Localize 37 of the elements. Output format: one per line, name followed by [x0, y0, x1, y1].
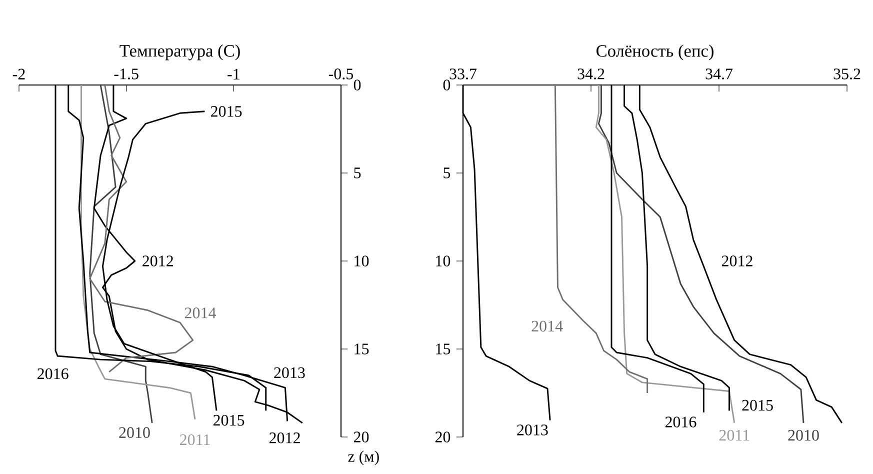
series-label: 2016 — [38, 368, 68, 380]
y-tick-label: 15 — [354, 344, 369, 354]
y-tick-label: 5 — [444, 168, 450, 178]
y-tick-label: 0 — [354, 80, 361, 90]
x-tick-label: 35.2 — [834, 68, 860, 80]
series-label: 2011 — [180, 434, 210, 446]
series-label: 2012 — [722, 256, 752, 266]
series-label: 2015 — [213, 414, 244, 426]
x-tick-label: 34.2 — [578, 68, 604, 80]
series-label: 2013 — [517, 424, 548, 436]
series-label: 2015 — [742, 400, 773, 411]
x-tick-label: -2 — [12, 68, 25, 80]
series-label: 2014 — [184, 308, 216, 318]
y-tick-label: 5 — [354, 168, 361, 178]
series-label: 2012 — [142, 256, 173, 266]
y-axis-title: z (м) — [348, 450, 379, 466]
series-label: 2016 — [665, 416, 696, 428]
text: 2015 — [211, 106, 242, 117]
series-label: 2010 — [788, 430, 819, 441]
x-tick-label: -0.5 — [328, 68, 354, 80]
x-tick-label: -1 — [228, 68, 240, 80]
x-tick-label: -1.5 — [114, 68, 138, 80]
series-label: 2010 — [119, 427, 150, 438]
y-tick-label: 10 — [354, 256, 369, 266]
x-axis-title: Температура (С) — [120, 44, 240, 60]
x-tick-label: 33.7 — [450, 68, 477, 80]
text: 2012 — [269, 432, 300, 444]
y-tick-label: 20 — [435, 432, 450, 442]
x-axis-title: Солёность (епс) — [596, 44, 714, 60]
y-tick-label: 20 — [354, 432, 369, 442]
y-tick-label: 0 — [443, 80, 450, 90]
series-label: 2013 — [274, 367, 305, 378]
series-label: 2014 — [532, 320, 563, 332]
y-tick-label: 15 — [436, 344, 450, 354]
y-tick-label: 10 — [436, 256, 450, 266]
x-tick-label: 34.7 — [706, 68, 733, 80]
series-label: 2011 — [719, 430, 750, 441]
